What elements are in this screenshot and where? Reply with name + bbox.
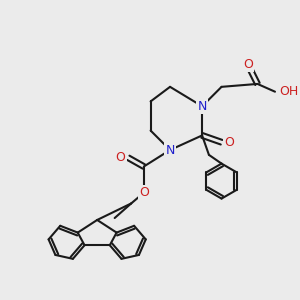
Text: O: O bbox=[224, 136, 234, 149]
Text: O: O bbox=[139, 186, 149, 199]
Text: O: O bbox=[116, 151, 125, 164]
Text: OH: OH bbox=[279, 85, 298, 98]
Text: N: N bbox=[165, 143, 175, 157]
Text: O: O bbox=[243, 58, 253, 71]
Text: N: N bbox=[197, 100, 207, 113]
